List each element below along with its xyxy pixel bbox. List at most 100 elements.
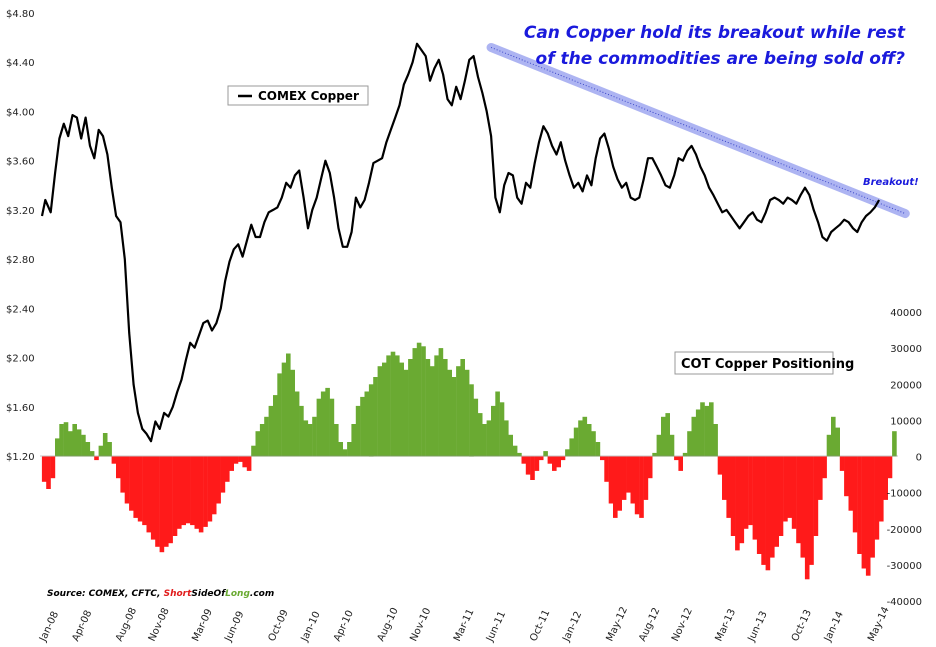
cot-bar xyxy=(722,456,727,500)
x-tick-label: Jun-13 xyxy=(746,610,770,645)
cot-bar xyxy=(560,456,566,461)
right-tick-label: -30000 xyxy=(887,561,922,572)
cot-bar xyxy=(804,456,810,580)
cot-bar xyxy=(146,456,152,533)
x-tick-label: Oct-11 xyxy=(528,608,552,643)
right-tick-label: -20000 xyxy=(887,525,922,536)
cot-bar xyxy=(129,456,134,511)
right-tick-label: 10000 xyxy=(890,416,922,427)
cot-bar xyxy=(818,456,823,500)
cot-bar xyxy=(133,456,138,518)
cot-bar xyxy=(874,456,880,540)
cot-bar xyxy=(739,456,745,544)
cot-bar xyxy=(600,456,605,461)
cot-bar xyxy=(752,456,758,540)
cot-bar xyxy=(438,348,444,457)
left-tick-label: $4.80 xyxy=(6,9,35,20)
trendline-center xyxy=(490,46,906,215)
cot-bar xyxy=(72,424,77,457)
cot-bar xyxy=(299,405,304,457)
cot-bar xyxy=(334,424,339,457)
cot-bar xyxy=(508,434,513,457)
cot-bar xyxy=(377,366,383,457)
cot-bar xyxy=(273,395,278,457)
cot-bar xyxy=(63,422,69,457)
x-axis-ticks: Jan-08 Apr-08 Aug-08 Nov-08 Mar-09 Jun-09 Oct-… xyxy=(37,605,891,644)
cot-bar xyxy=(94,456,99,461)
cot-bar xyxy=(338,442,343,457)
cot-bar xyxy=(626,456,631,493)
cot-bar xyxy=(116,456,121,479)
cot-bars-layer xyxy=(41,342,897,580)
cot-bar xyxy=(534,456,540,471)
cot-bar xyxy=(373,377,378,457)
cot-bar xyxy=(46,456,51,489)
cot-bar xyxy=(395,355,400,457)
cot-bar xyxy=(264,416,269,457)
cot-bar xyxy=(85,442,91,457)
cot-bar xyxy=(652,452,657,457)
cot-bar xyxy=(844,456,849,497)
cot-bar xyxy=(726,456,731,518)
cot-bar xyxy=(456,366,461,457)
brand-side: Side xyxy=(191,589,213,599)
cot-bar xyxy=(691,416,697,457)
cot-bar xyxy=(839,456,845,471)
chart-title-line-2: of the commodities are being sold off? xyxy=(536,49,906,69)
cot-bar xyxy=(342,449,348,457)
right-tick-label: 40000 xyxy=(890,308,922,319)
cot-bar xyxy=(59,424,64,457)
cot-bar xyxy=(364,391,370,457)
cot-bar xyxy=(194,456,200,529)
cot-bar xyxy=(447,369,452,457)
cot-bar xyxy=(425,359,431,457)
cot-bar xyxy=(190,456,195,526)
cot-bar xyxy=(639,456,644,518)
cot-label-box: COT Copper Positioning xyxy=(674,351,854,375)
cot-bar xyxy=(582,416,588,457)
x-tick-label: Aug-10 xyxy=(376,606,401,643)
cot-bar xyxy=(403,369,409,457)
cot-bar xyxy=(783,456,788,522)
cot-bar xyxy=(368,384,374,457)
cot-bar xyxy=(102,433,108,457)
price-line-layer xyxy=(40,42,881,443)
cot-bar xyxy=(351,424,356,457)
cot-bar xyxy=(748,456,753,526)
cot-bar xyxy=(713,424,718,457)
cot-bar xyxy=(552,456,557,471)
cot-bar xyxy=(390,351,396,457)
cot-bar xyxy=(211,456,217,515)
chart-title-line-1: Can Copper hold its breakout while rest xyxy=(524,23,906,43)
cot-bar xyxy=(695,409,701,457)
cot-bar xyxy=(643,456,649,500)
cot-bar xyxy=(469,384,474,457)
cot-bar xyxy=(242,456,247,468)
cot-bar xyxy=(687,431,692,457)
cot-bar xyxy=(778,456,784,536)
breakout-annotation: Breakout! xyxy=(863,177,919,188)
cot-bar xyxy=(360,396,365,457)
cot-bar xyxy=(460,359,465,457)
cot-bar xyxy=(41,456,47,482)
x-tick-label: May-14 xyxy=(866,605,892,643)
cot-bar xyxy=(665,413,670,457)
right-tick-label: 0 xyxy=(916,453,922,464)
cot-bar xyxy=(647,456,653,479)
cot-bar xyxy=(111,456,117,464)
cot-bar xyxy=(89,451,95,457)
x-tick-label: Jan-10 xyxy=(299,610,323,644)
cot-bar xyxy=(826,434,832,457)
cot-bar xyxy=(504,420,509,457)
cot-bar xyxy=(382,362,387,457)
cot-bar xyxy=(608,456,614,504)
cot-bar xyxy=(661,416,666,457)
cot-bar xyxy=(569,438,574,457)
cot-bar xyxy=(709,402,714,457)
cot-bar xyxy=(525,456,531,475)
cot-bar xyxy=(355,405,361,457)
cot-bar xyxy=(848,456,854,511)
copper-price-line xyxy=(40,42,881,443)
cot-bar xyxy=(159,456,165,553)
x-tick-label: Aug-12 xyxy=(637,606,662,643)
